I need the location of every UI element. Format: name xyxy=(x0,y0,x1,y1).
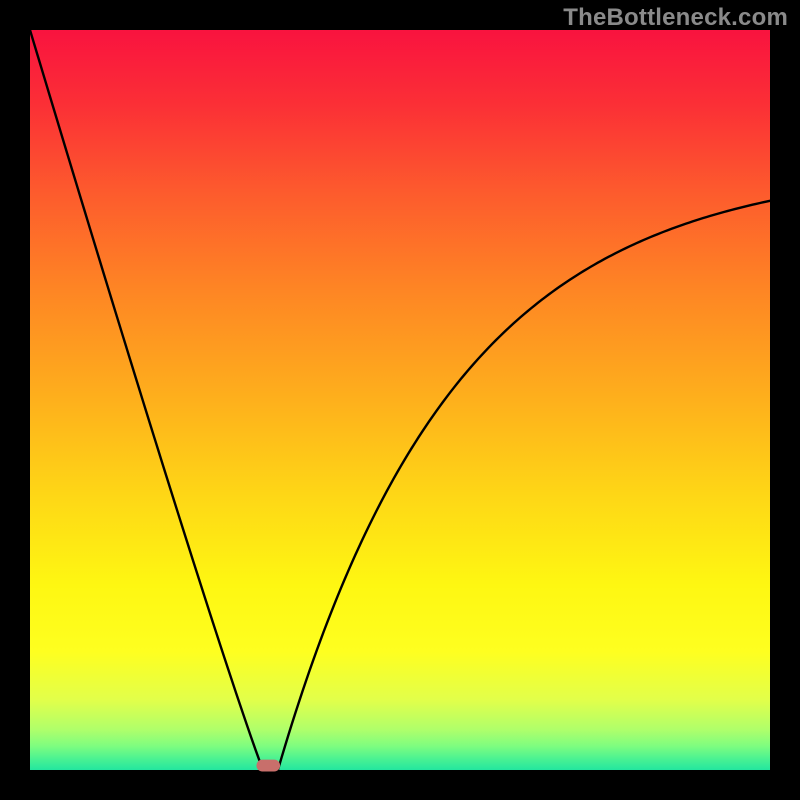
chart-svg xyxy=(0,0,800,800)
watermark-text: TheBottleneck.com xyxy=(563,4,788,32)
optimal-marker xyxy=(256,760,280,772)
stage: TheBottleneck.com xyxy=(0,0,800,800)
plot-background xyxy=(30,30,770,770)
